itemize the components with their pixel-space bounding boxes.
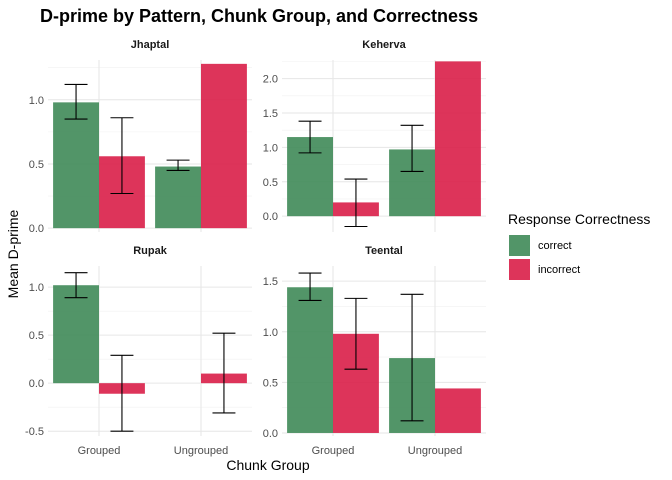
y-tick-label: 1.5 [263,276,278,288]
y-tick-label: 0.5 [29,159,44,171]
facet-label-rupak: Rupak [133,245,168,257]
facet-label-teental: Teental [365,245,403,257]
bar-teental-grouped-correct [287,287,333,433]
error-bar-keherva-grouped-incorrect [344,178,368,228]
error-bar-teental-grouped-incorrect [344,297,368,370]
y-tick-label: 1.0 [263,142,278,154]
y-tick-label: 0.0 [263,428,278,440]
panel-jhaptal: 0.0 0.5 1.0 Jhaptal [29,39,252,235]
y-tick-label: 1.0 [29,95,44,107]
error-bar-teental-ungrouped-correct [400,293,424,422]
y-tick-label: 1.0 [263,327,278,339]
error-bar-keherva-ungrouped-correct [400,124,424,173]
y-tick-label: 0.5 [263,377,278,389]
error-bar-rupak-grouped-incorrect [110,354,134,432]
bar-rupak-grouped-correct [53,285,99,384]
panel-keherva: 0.0 0.5 1.0 1.5 2.0 Keherva [263,39,486,232]
legend-label-incorrect: incorrect [538,264,580,276]
legend-key-incorrect [509,259,530,280]
bar-jhaptal-ungrouped-correct [155,166,201,229]
y-tick-label: 0.5 [263,177,278,189]
y-tick-label: 0.5 [29,330,44,342]
x-tick-label: Grouped [312,445,355,457]
panel-rupak: -0.5 0.0 0.5 1.0 Rupak Grouped Ungrouped [25,245,252,457]
y-tick-label: 0.0 [29,223,44,235]
facet-label-jhaptal: Jhaptal [131,39,170,51]
chart-title: D-prime by Pattern, Chunk Group, and Cor… [40,6,478,26]
y-tick-label: 1.0 [29,282,44,294]
error-bar-keherva-grouped-correct [298,120,322,154]
error-bar-rupak-grouped-correct [64,272,88,299]
error-bar-jhaptal-grouped-incorrect [110,117,134,195]
x-tick-label: Grouped [78,445,121,457]
y-tick-label: -0.5 [25,426,44,438]
facet-label-keherva: Keherva [362,39,406,51]
bar-teental-ungrouped-incorrect [435,388,481,433]
y-tick-label: 0.0 [263,211,278,223]
legend-title: Response Correctness [508,211,650,227]
x-tick-label: Ungrouped [408,445,462,457]
error-bar-rupak-ungrouped-incorrect [212,332,236,414]
error-bar-jhaptal-ungrouped-correct [166,159,190,171]
legend: Response Correctness correct incorrect [508,211,650,280]
legend-label-correct: correct [538,240,572,252]
error-bar-teental-grouped-correct [298,272,322,301]
x-tick-label: Ungrouped [174,445,228,457]
y-axis-title: Mean D-prime [5,209,21,298]
bar-jhaptal-grouped-correct [53,102,99,229]
error-bar-jhaptal-grouped-correct [64,83,88,120]
y-tick-label: 0.0 [29,378,44,390]
legend-key-correct [509,235,530,256]
bar-jhaptal-ungrouped-incorrect [201,63,247,229]
x-axis-title: Chunk Group [226,457,309,473]
bar-keherva-ungrouped-incorrect [435,61,481,217]
panel-teental: 0.0 0.5 1.0 1.5 Teental Grouped Ungrouped [263,245,486,457]
y-tick-label: 1.5 [263,108,278,120]
facet-panels: 0.0 0.5 1.0 Jhaptal 0.0 0.5 1.0 1.5 2.0 Keherva -0… [25,39,486,457]
y-tick-label: 2.0 [263,74,278,86]
